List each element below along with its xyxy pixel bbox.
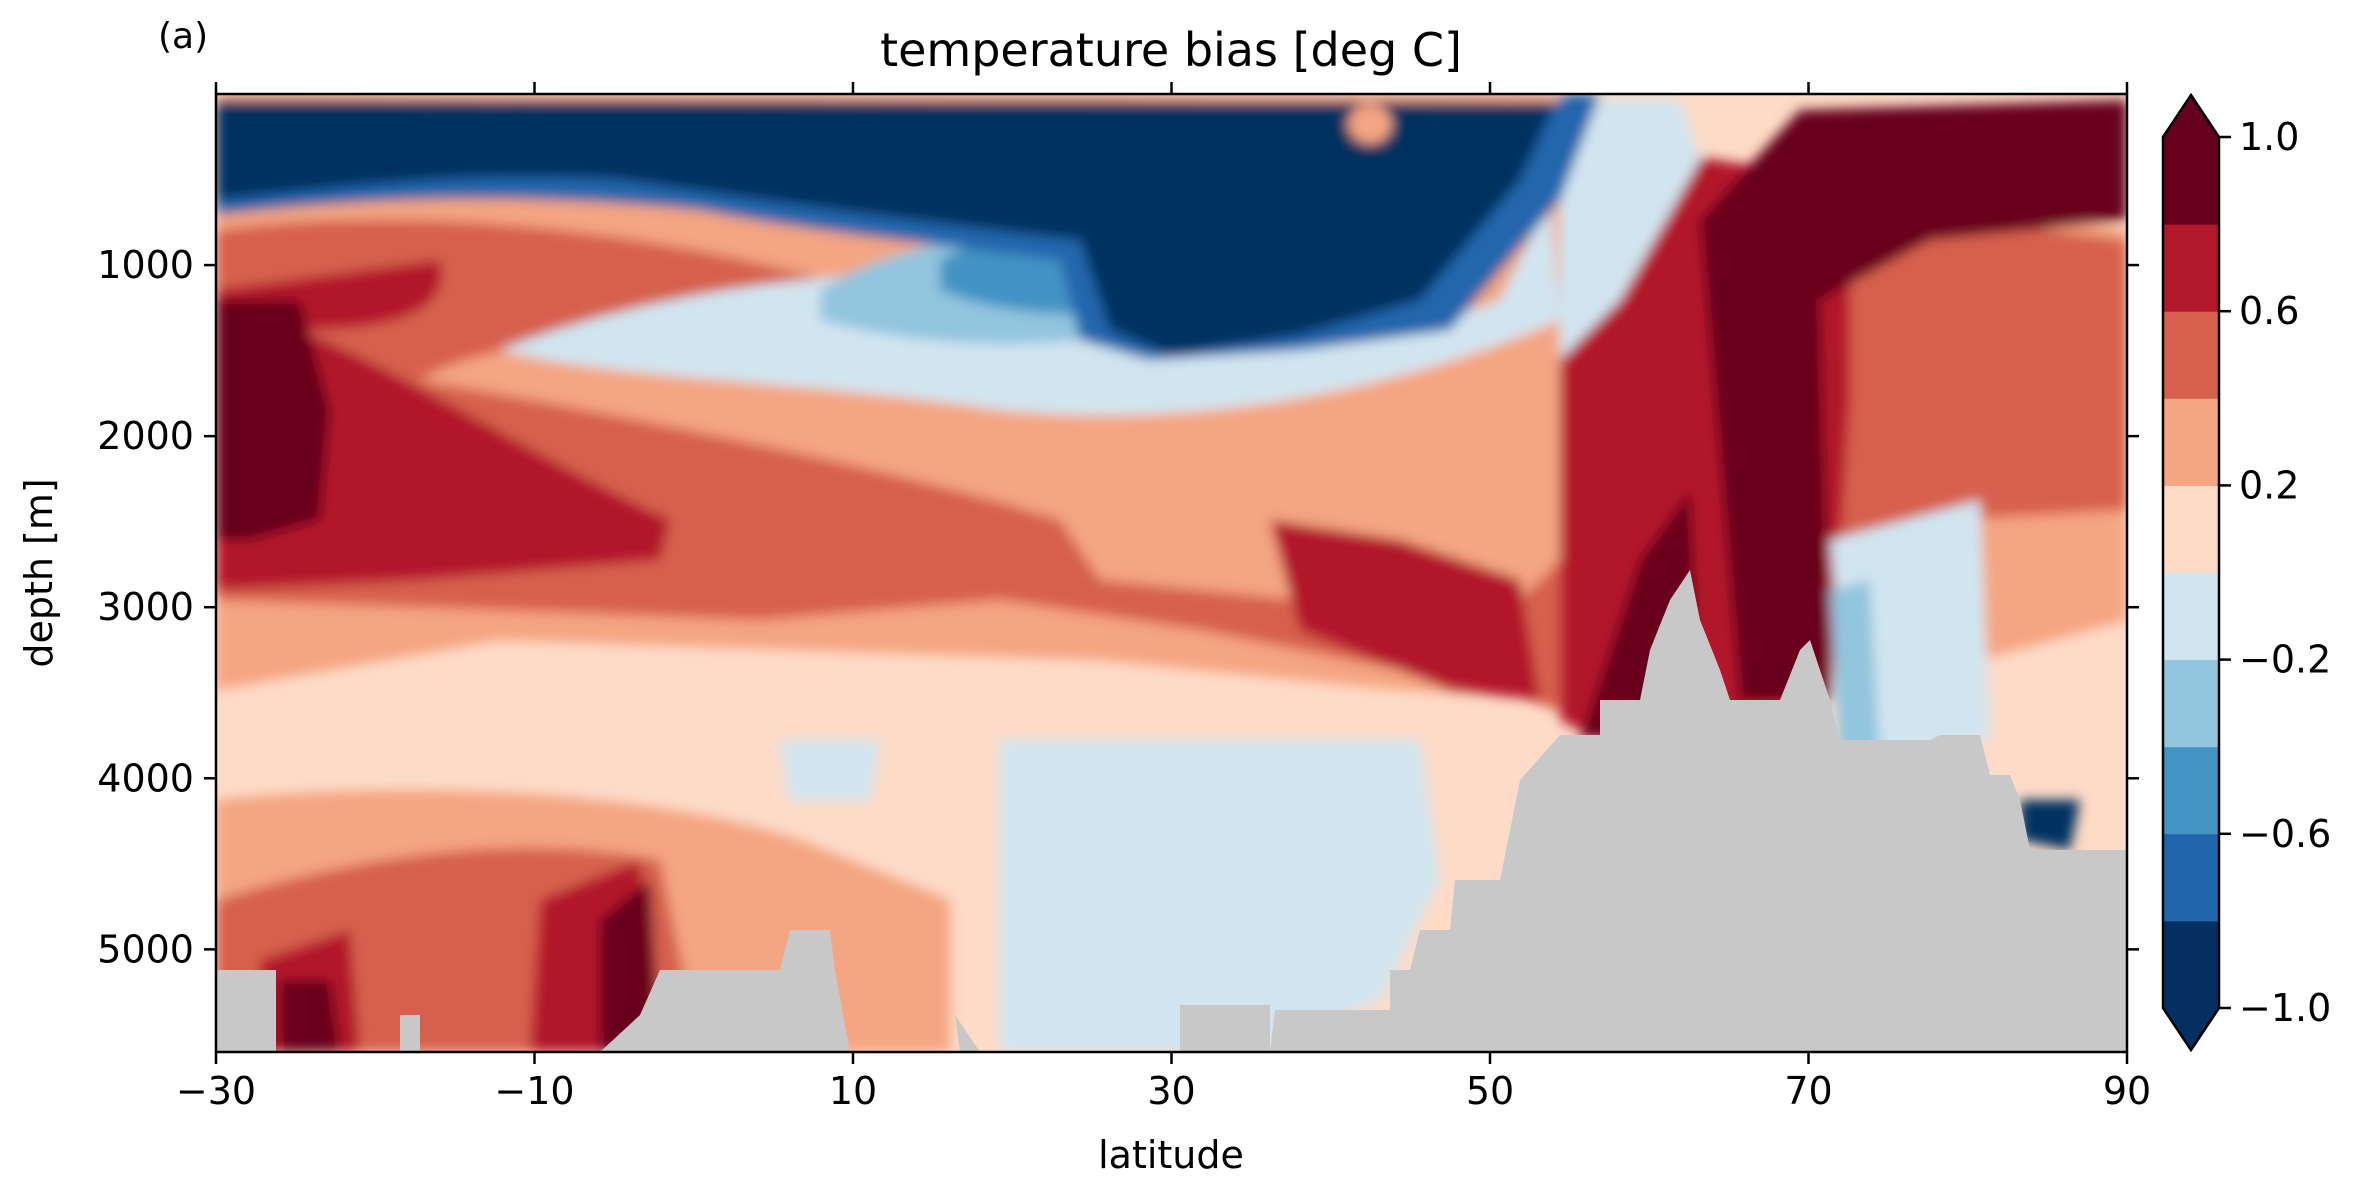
y-tick-label: 1000 (97, 243, 194, 287)
band-strong-warm-deep (260, 860, 660, 1052)
colorbar-extend-bottom (2163, 1008, 2219, 1050)
contour-field (216, 94, 2127, 1052)
colorbar-segment (2163, 398, 2219, 486)
x-tick-label: 50 (1466, 1069, 1514, 1113)
core-cold-upper (216, 94, 1560, 355)
x-tick-label: 10 (829, 1069, 877, 1113)
panel-label: (a) (158, 16, 208, 57)
x-tick-label: 30 (1147, 1069, 1195, 1113)
colorbar-segment (2163, 137, 2219, 225)
colorbar-segment (2163, 311, 2219, 399)
colorbar-segment (2163, 920, 2219, 1009)
colorbar-segment (2163, 485, 2219, 573)
colorbar-segment (2163, 572, 2219, 661)
warm-blob-surface (1348, 104, 1392, 144)
x-axis-label: latitude (1098, 1133, 1244, 1177)
y-tick-label: 5000 (97, 927, 194, 971)
y-axis: 1000 2000 3000 4000 5000 (97, 243, 2139, 971)
colorbar-tick-label: −1.0 (2239, 986, 2331, 1030)
y-axis-label: depth [m] (17, 478, 61, 667)
core-warm-arctic (1700, 100, 2127, 700)
x-tick-label: −10 (494, 1069, 574, 1113)
colorbar-segment (2163, 746, 2219, 835)
colorbar-tick-label: 0.6 (2239, 289, 2299, 333)
colorbar-tick-label: −0.6 (2239, 812, 2331, 856)
y-tick-label: 4000 (97, 756, 194, 800)
colorbar-tick-label: 1.0 (2239, 115, 2299, 159)
band-strong-warm (216, 260, 670, 590)
core-warm-south (216, 300, 330, 540)
band-cool (820, 232, 1880, 770)
chart-title: temperature bias [deg C] (880, 23, 1462, 77)
band-strong-warm-mid (1270, 520, 1540, 700)
colorbar-extend-top (2163, 95, 2219, 137)
y-tick-label: 3000 (97, 585, 194, 629)
x-tick-label: −30 (176, 1069, 256, 1113)
colorbar-segment (2163, 659, 2219, 748)
colorbar-segment (2163, 224, 2219, 312)
surface-warm-layer (216, 94, 1560, 102)
x-axis: −30 −10 10 30 50 70 90 (176, 82, 2151, 1113)
core-cold-pocket (2020, 800, 2080, 850)
band-weak-cool-abyss (780, 740, 1440, 1052)
colorbar: 1.0 0.6 0.2 −0.2 −0.6 −1.0 (2161, 92, 2331, 1053)
land-mask (216, 570, 2127, 1052)
colorbar-tick-label: −0.2 (2239, 638, 2331, 682)
x-tick-label: 90 (2103, 1069, 2151, 1113)
y-tick-label: 2000 (97, 414, 194, 458)
band-weak-cool-arctic (1560, 100, 1990, 760)
x-tick-label: 70 (1784, 1069, 1832, 1113)
colorbar-segment (2163, 833, 2219, 922)
colorbar-tick-label: 0.2 (2239, 463, 2299, 507)
